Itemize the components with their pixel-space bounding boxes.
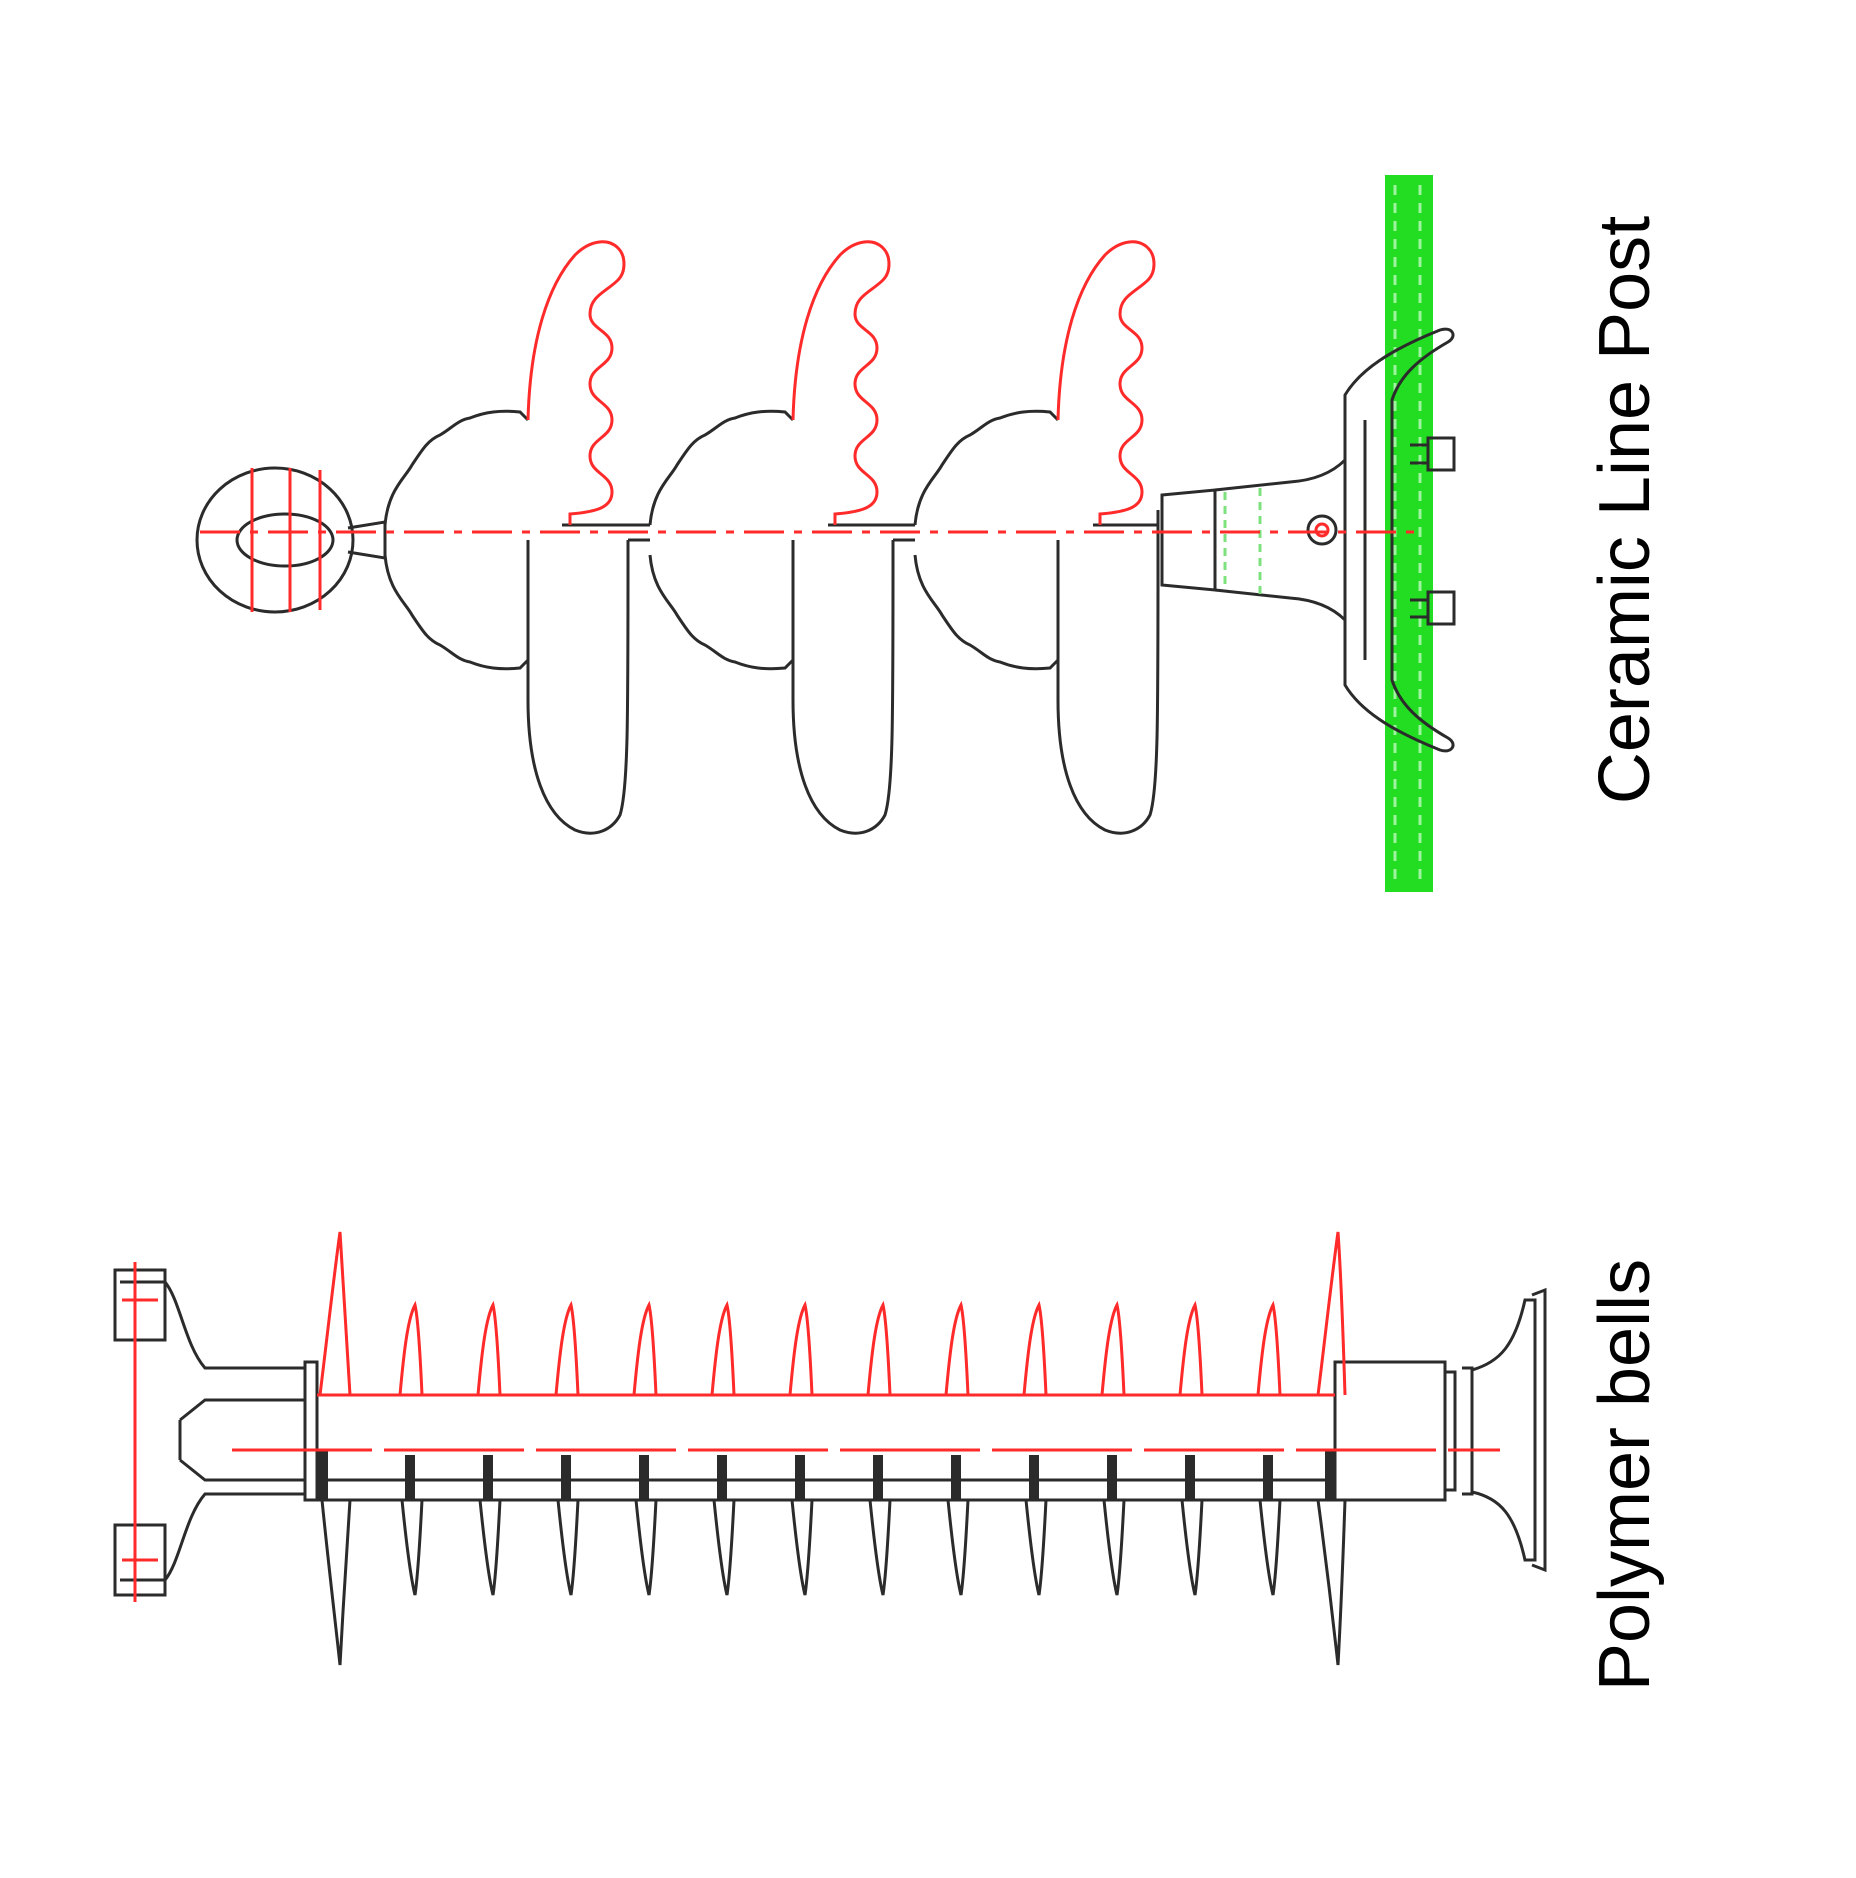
clevis-end-fitting: [115, 1262, 317, 1602]
ceramic-line-post-drawing: [197, 175, 1454, 892]
base-clamp: [1158, 329, 1454, 751]
clamp-saddle: [1345, 329, 1453, 751]
eye-outer-ring: [197, 468, 353, 612]
clamp-bolt-top: [1428, 438, 1454, 470]
eye-end-fitting: [197, 468, 385, 612]
shed-3-lower-profile: [1058, 540, 1158, 833]
polymer-sheds-lower-profile: [322, 1500, 1345, 1665]
shed-2-lower-profile: [793, 540, 893, 833]
ceramic-shed-1: [528, 242, 628, 833]
shed-2-upper-profile: [793, 242, 889, 525]
polymer-shed-roots: [318, 1450, 1335, 1500]
shed-1-lower-profile: [528, 540, 628, 833]
shed-3-upper-profile: [1058, 242, 1154, 525]
polymer-sheds-upper-profile: [317, 1232, 1345, 1395]
clevis-ear-bottom: [115, 1525, 165, 1595]
polymer-bells-drawing: [115, 1232, 1545, 1665]
clamp-bolt-bottom: [1428, 592, 1454, 624]
clamp-pin: [1308, 516, 1336, 544]
ceramic-shed-3: [1058, 242, 1158, 833]
socket-end-fitting: [1335, 1290, 1545, 1570]
eye-inner-slot: [237, 514, 333, 566]
ceramic-line-post-label: Ceramic Line Post: [1585, 215, 1665, 805]
ceramic-shed-2: [793, 242, 893, 833]
clevis-ear-top: [115, 1270, 165, 1340]
shed-1-upper-profile: [528, 242, 624, 525]
ceramic-body-cones: [385, 411, 1158, 669]
polymer-bells-label: Polymer bells: [1585, 1258, 1665, 1692]
polymer-core-rod: [317, 1480, 1335, 1500]
